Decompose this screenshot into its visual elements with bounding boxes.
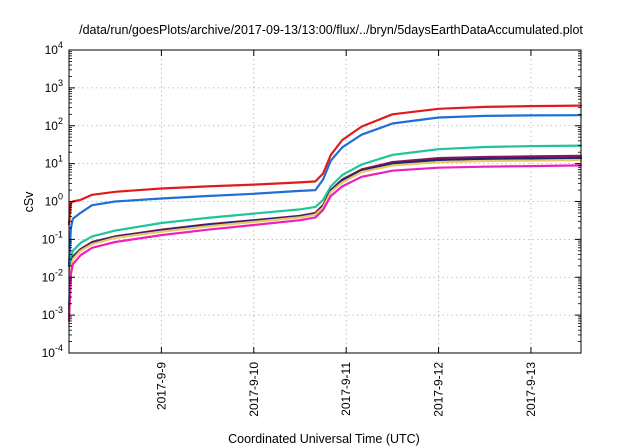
y-tick-label: 10-2 — [42, 267, 63, 284]
series-line-2 — [67, 114, 583, 267]
y-tick-label: 10-4 — [42, 343, 63, 360]
y-tick-label: 100 — [45, 192, 63, 209]
x-tick-label: 2017-9-12 — [432, 362, 446, 417]
series-line-3 — [67, 144, 583, 310]
series-lines — [67, 104, 583, 323]
x-tick-labels: 2017-9-9 2017-9-10 2017-9-11 2017-9-12 2017-… — [154, 362, 538, 417]
x-tick-label: 2017-9-9 — [154, 362, 168, 410]
series-line-6 — [67, 158, 583, 318]
series-line-7 — [67, 164, 583, 323]
series-line-1 — [67, 104, 583, 226]
y-axis-label: cSv — [22, 191, 36, 213]
x-axis-label: Coordinated Universal Time (UTC) — [228, 432, 420, 446]
axis-ticks — [69, 49, 581, 354]
y-tick-label: 103 — [45, 78, 63, 95]
grid — [69, 50, 581, 353]
y-tick-label: 102 — [45, 116, 63, 133]
x-tick-label: 2017-9-13 — [524, 362, 538, 417]
y-tick-label: 10-3 — [42, 305, 63, 322]
y-tick-labels: 10-4 10-3 10-2 10-1 100 101 102 103 104 — [42, 40, 63, 360]
x-tick-label: 2017-9-10 — [247, 362, 261, 417]
y-tick-label: 104 — [45, 40, 63, 57]
chart-title: /data/run/goesPlots/archive/2017-09-13/1… — [79, 23, 583, 37]
x-tick-label: 2017-9-11 — [339, 362, 353, 416]
y-tick-label: 101 — [45, 154, 63, 171]
y-tick-label: 10-1 — [42, 229, 63, 246]
series-line-4 — [67, 154, 583, 317]
